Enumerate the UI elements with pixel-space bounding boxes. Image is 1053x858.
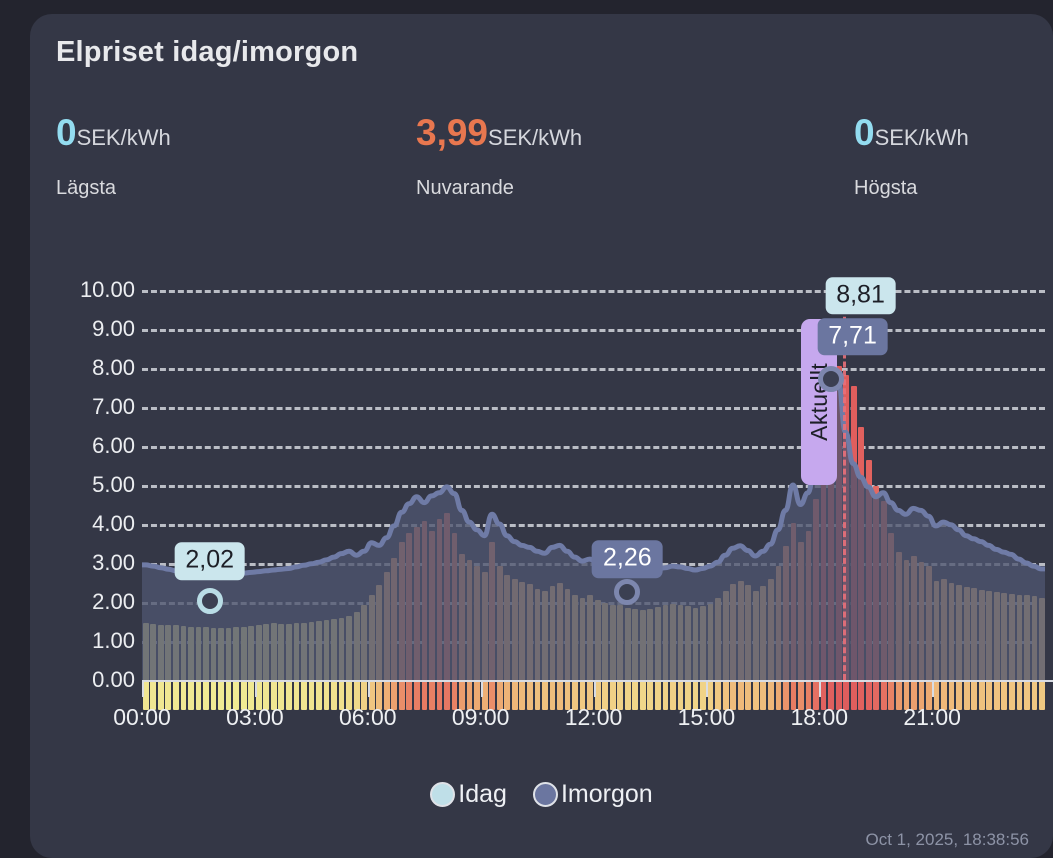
area-series-imorgon <box>142 376 1045 680</box>
value-tooltip: 7,71 <box>817 318 888 356</box>
x-axis-tick-label: 15:00 <box>677 704 736 730</box>
gridline <box>142 407 1045 410</box>
legend-swatch-idag <box>430 782 456 807</box>
page-title: Elpriset idag/imorgon <box>56 36 359 68</box>
x-axis-tick-label: 00:00 <box>113 704 171 730</box>
y-axis-tick-label: 9.00 <box>92 316 135 341</box>
area-fill <box>142 379 1045 680</box>
x-axis-tick <box>593 682 596 697</box>
gridline <box>142 446 1045 449</box>
stat-current: 3,99SEK/kWh Nuvarande <box>416 114 582 200</box>
y-axis-tick-label: 5.00 <box>92 472 135 497</box>
stat-highest: 0SEK/kWh Högsta <box>854 114 969 200</box>
x-axis-tick-label: 06:00 <box>338 704 397 730</box>
x-axis-tick <box>367 682 370 697</box>
x-axis-tick <box>142 682 144 697</box>
gridline <box>142 368 1045 371</box>
data-point-marker[interactable] <box>817 366 844 393</box>
gridline <box>142 524 1045 527</box>
data-point-marker[interactable] <box>196 588 223 615</box>
gridline <box>142 329 1045 332</box>
legend-label-imorgon: Imorgon <box>560 780 653 808</box>
stat-current-value: 3,99 <box>416 112 489 153</box>
x-axis-tick-label: 09:00 <box>451 704 510 730</box>
x-axis-tick <box>932 682 935 697</box>
stat-lowest-unit: SEK/kWh <box>76 125 171 150</box>
x-axis-line <box>142 680 1053 682</box>
legend-item-imorgon[interactable]: Imorgon <box>532 780 653 809</box>
x-axis-tick-label: 21:00 <box>903 704 961 730</box>
y-axis-tick-label: 3.00 <box>92 550 135 575</box>
stat-lowest-label: Lägsta <box>56 177 117 199</box>
stat-highest-value: 0 <box>854 112 875 153</box>
legend-label-idag: Idag <box>458 780 507 808</box>
y-axis-tick-label: 1.00 <box>92 628 135 653</box>
y-axis-tick-label: 8.00 <box>92 355 135 380</box>
stat-lowest: 0SEK/kWh Lägsta <box>56 114 171 200</box>
y-axis-tick-label: 6.00 <box>92 433 135 458</box>
data-point-marker[interactable] <box>614 578 641 605</box>
x-axis-tick <box>480 682 483 697</box>
stat-current-label: Nuvarande <box>416 177 514 199</box>
x-axis-tick-label: 18:00 <box>790 704 849 730</box>
value-tooltip: 2,02 <box>174 542 246 580</box>
stat-lowest-value: 0 <box>56 112 77 153</box>
stat-current-unit: SEK/kWh <box>488 125 583 150</box>
y-axis-tick-label: 7.00 <box>92 394 135 419</box>
last-updated-timestamp: Oct 1, 2025, 18:38:56 <box>865 830 1029 849</box>
legend-item-idag[interactable]: Idag <box>430 780 507 809</box>
x-axis-tick <box>706 682 709 697</box>
gridline <box>142 290 1045 293</box>
current-time-line <box>842 290 846 680</box>
x-axis-tick-label: 12:00 <box>564 704 623 730</box>
y-axis-tick-label: 2.00 <box>92 589 135 614</box>
x-axis-tick <box>819 682 822 697</box>
gridline <box>142 485 1045 488</box>
y-axis-tick-label: 4.00 <box>92 511 135 536</box>
price-card: Elpriset idag/imorgon 0SEK/kWh Lägsta 3,… <box>30 14 1053 858</box>
y-axis-tick-label: 10.00 <box>79 277 135 302</box>
y-axis-tick-label: 0.00 <box>92 667 135 692</box>
plot-area: Aktuellt 2,02 2,26 8,81 7,71 <box>142 277 1045 710</box>
value-tooltip: 8,81 <box>825 277 896 315</box>
stat-highest-label: Högsta <box>854 177 918 199</box>
chart-legend: Idag Imorgon <box>30 780 1053 809</box>
x-axis-tick <box>254 682 257 697</box>
value-tooltip: 2,26 <box>592 540 663 578</box>
legend-swatch-imorgon <box>532 782 558 807</box>
stat-highest-unit: SEK/kWh <box>874 125 969 150</box>
x-axis-tick-label: 03:00 <box>226 704 284 730</box>
price-chart: 0.00 1.00 2.00 3.00 4.00 5.00 6.00 7.00 8.00 9.00… <box>30 277 1053 790</box>
y-axis: 0.00 1.00 2.00 3.00 4.00 5.00 6.00 7.00 8.00 9.00… <box>30 277 135 710</box>
